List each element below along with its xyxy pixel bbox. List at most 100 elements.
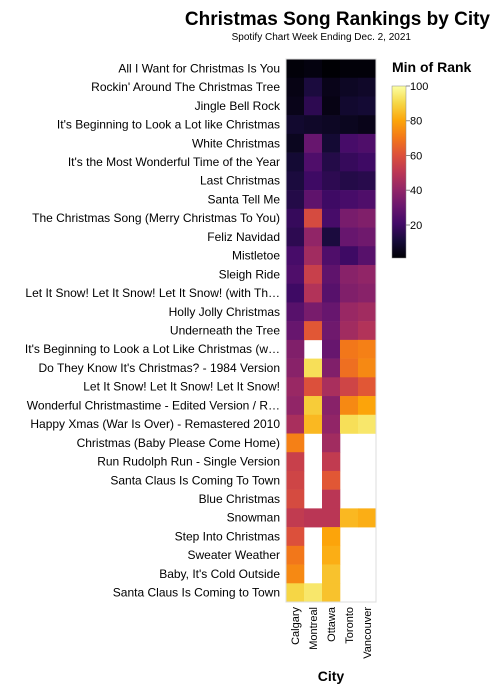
heatmap-cell bbox=[340, 152, 359, 172]
row-label: Holly Jolly Christmas bbox=[169, 305, 280, 319]
column-label: Ottawa bbox=[326, 606, 338, 642]
heatmap-cell bbox=[286, 564, 305, 584]
heatmap-cell bbox=[322, 283, 341, 303]
heatmap-cell bbox=[322, 77, 341, 97]
heatmap-cell bbox=[358, 377, 377, 397]
heatmap-cell bbox=[286, 489, 305, 509]
heatmap-cell bbox=[322, 527, 341, 547]
heatmap-cell bbox=[322, 246, 341, 266]
column-label: Toronto bbox=[344, 607, 356, 644]
heatmap-cell bbox=[286, 302, 305, 322]
row-label: Let It Snow! Let It Snow! Let It Snow! (… bbox=[25, 286, 280, 300]
heatmap-cell bbox=[340, 283, 359, 303]
row-label: Last Christmas bbox=[200, 174, 280, 188]
heatmap-cell bbox=[286, 508, 305, 528]
heatmap-cell bbox=[286, 208, 305, 228]
heatmap-cell bbox=[286, 452, 305, 472]
heatmap-cell bbox=[322, 227, 341, 247]
heatmap-cell bbox=[304, 321, 323, 341]
row-label: Underneath the Tree bbox=[170, 324, 280, 338]
heatmap-cell bbox=[304, 583, 323, 603]
row-label: White Christmas bbox=[192, 136, 280, 150]
plot-frame bbox=[285, 58, 377, 603]
row-label: Santa Tell Me bbox=[208, 192, 281, 206]
row-label: Feliz Navidad bbox=[207, 230, 280, 244]
legend-gradient bbox=[391, 85, 407, 259]
heatmap-cell bbox=[322, 339, 341, 359]
heatmap-cell bbox=[358, 396, 377, 416]
heatmap-cell bbox=[322, 190, 341, 210]
heatmap-cell bbox=[286, 358, 305, 378]
heatmap-cell bbox=[358, 358, 377, 378]
heatmap-cell bbox=[286, 321, 305, 341]
heatmap-cell bbox=[322, 59, 341, 79]
row-label: Let It Snow! Let It Snow! Let It Snow! bbox=[83, 380, 280, 394]
row-label: Santa Claus Is Coming to Town bbox=[113, 586, 280, 600]
heatmap-cell bbox=[358, 77, 377, 97]
row-label: Santa Claus Is Coming To Town bbox=[110, 473, 280, 487]
heatmap-cell bbox=[286, 59, 305, 79]
heatmap-cell bbox=[340, 339, 359, 359]
heatmap-cell bbox=[286, 414, 305, 434]
heatmap-cell bbox=[322, 171, 341, 191]
heatmap-cell bbox=[340, 227, 359, 247]
heatmap-cell bbox=[304, 171, 323, 191]
heatmap-cell bbox=[358, 283, 377, 303]
heatmap-cell bbox=[358, 115, 377, 135]
heatmap-cell bbox=[358, 264, 377, 284]
heatmap-cell bbox=[304, 283, 323, 303]
heatmap-cell bbox=[286, 470, 305, 490]
heatmap-cell bbox=[322, 152, 341, 172]
heatmap-cell bbox=[304, 133, 323, 153]
legend-tick-label: 60 bbox=[410, 150, 422, 162]
row-label: Mistletoe bbox=[232, 249, 280, 263]
heatmap-cell bbox=[322, 264, 341, 284]
heatmap-cell bbox=[358, 246, 377, 266]
heatmap-cell bbox=[304, 59, 323, 79]
heatmap-cell bbox=[286, 377, 305, 397]
heatmap-cell bbox=[358, 339, 377, 359]
heatmap-cell bbox=[286, 152, 305, 172]
row-label: Rockin' Around The Christmas Tree bbox=[91, 80, 280, 94]
heatmap-cell bbox=[340, 302, 359, 322]
heatmap-cell bbox=[340, 77, 359, 97]
column-label: Vancouver bbox=[362, 607, 374, 659]
heatmap-cell bbox=[304, 377, 323, 397]
heatmap-cell bbox=[286, 133, 305, 153]
heatmap-cell bbox=[322, 358, 341, 378]
row-label: It's the Most Wonderful Time of the Year bbox=[68, 155, 280, 169]
row-label: Jingle Bell Rock bbox=[195, 99, 281, 113]
row-label: Sleigh Ride bbox=[219, 267, 281, 281]
legend-tick-label: 40 bbox=[410, 185, 422, 197]
heatmap-cell bbox=[322, 414, 341, 434]
heatmap-cell bbox=[304, 190, 323, 210]
heatmap-cell bbox=[358, 133, 377, 153]
heatmap-cell bbox=[304, 508, 323, 528]
heatmap-cell bbox=[286, 227, 305, 247]
heatmap-cell bbox=[358, 414, 377, 434]
heatmap-cell bbox=[340, 264, 359, 284]
heatmap-cell bbox=[322, 489, 341, 509]
heatmap-cell bbox=[286, 115, 305, 135]
row-label: It's Beginning to Look a Lot Like Christ… bbox=[25, 342, 280, 356]
heatmap-cell bbox=[340, 396, 359, 416]
column-labels: Calgary Montreal Ottawa Toronto Vancouver bbox=[290, 606, 374, 659]
heatmap-cell bbox=[304, 77, 323, 97]
heatmap-cell bbox=[286, 527, 305, 547]
heatmap-cell bbox=[340, 133, 359, 153]
row-label: Step Into Christmas bbox=[175, 529, 280, 543]
heatmap-cell bbox=[322, 545, 341, 565]
row-labels: All I Want for Christmas Is You Rockin' A… bbox=[25, 61, 281, 599]
heatmap-cell bbox=[322, 452, 341, 472]
row-label: Baby, It's Cold Outside bbox=[159, 567, 280, 581]
legend-tick-label: 100 bbox=[410, 81, 428, 93]
heatmap-cell bbox=[358, 96, 377, 116]
legend-ticks: 100 80 60 40 20 bbox=[406, 81, 428, 232]
heatmap-cell bbox=[340, 190, 359, 210]
heatmap-cell bbox=[286, 264, 305, 284]
legend-title: Min of Rank bbox=[392, 59, 472, 75]
heatmap-cell bbox=[286, 96, 305, 116]
heatmap-cell bbox=[322, 583, 341, 603]
heatmap-cells bbox=[286, 59, 377, 603]
